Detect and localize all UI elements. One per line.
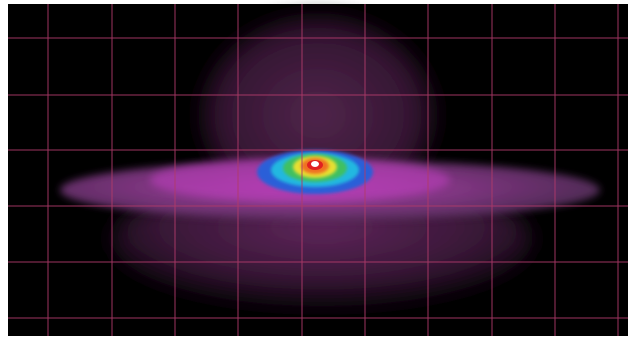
hotspot-white [311,161,319,167]
thermal-shapes [60,15,600,305]
grid [8,4,628,336]
